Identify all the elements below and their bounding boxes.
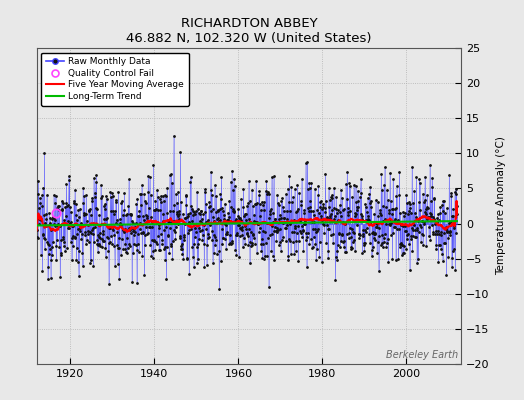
- Text: Berkeley Earth: Berkeley Earth: [386, 350, 458, 360]
- Legend: Raw Monthly Data, Quality Control Fail, Five Year Moving Average, Long-Term Tren: Raw Monthly Data, Quality Control Fail, …: [41, 52, 189, 106]
- Title: RICHARDTON ABBEY
46.882 N, 102.320 W (United States): RICHARDTON ABBEY 46.882 N, 102.320 W (Un…: [126, 18, 372, 46]
- Y-axis label: Temperature Anomaly (°C): Temperature Anomaly (°C): [496, 136, 506, 276]
